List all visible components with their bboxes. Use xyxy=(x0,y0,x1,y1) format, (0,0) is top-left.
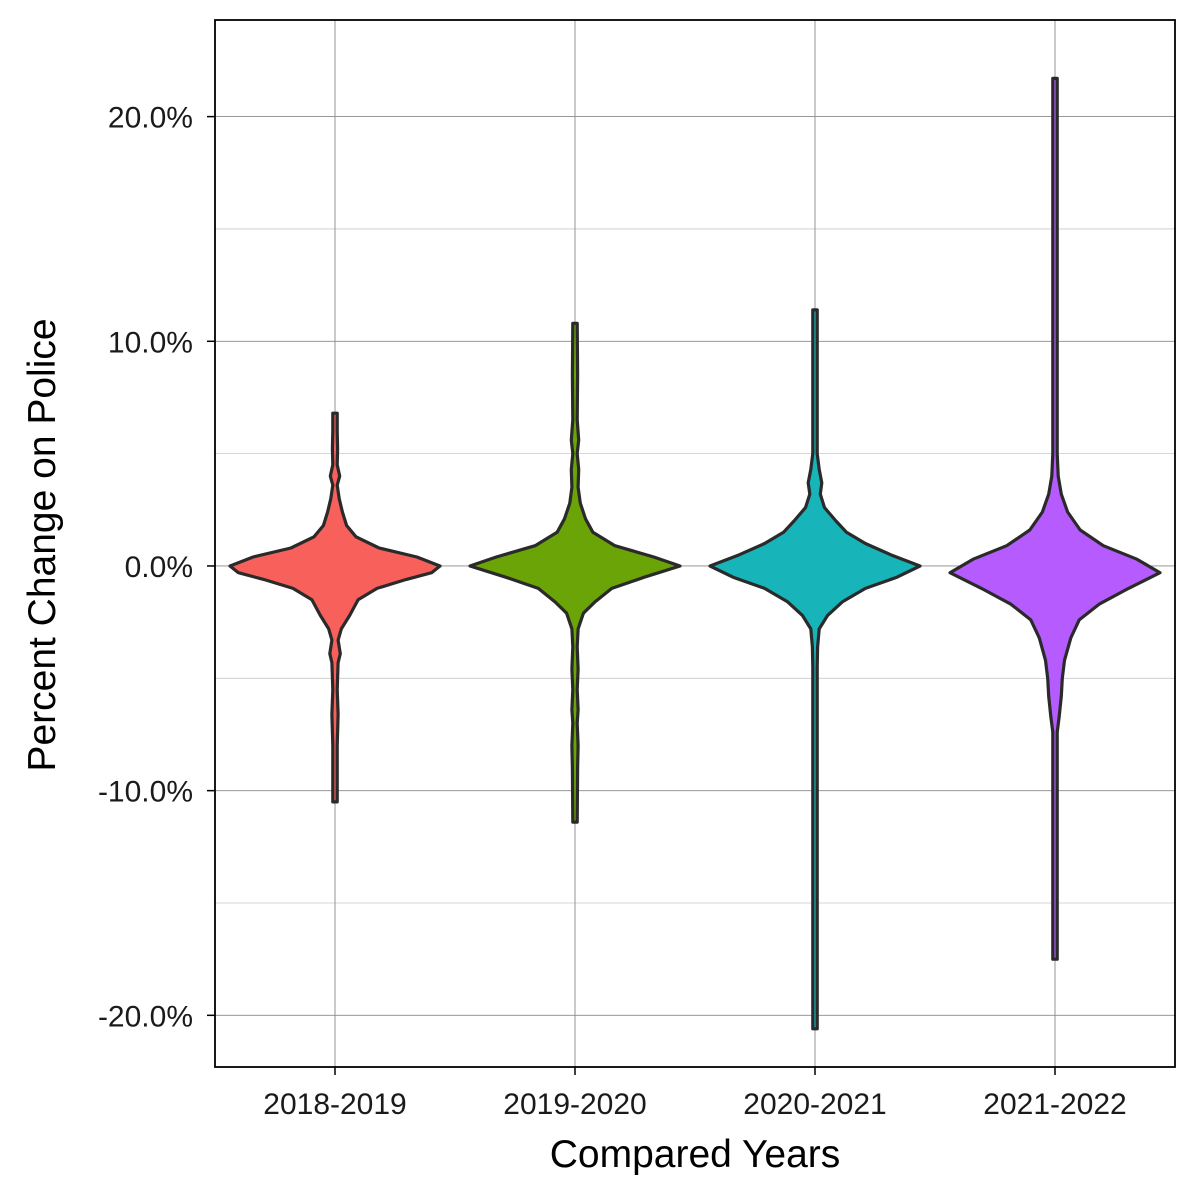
x-tick-label: 2020-2021 xyxy=(743,1088,886,1121)
violin-2021-2022 xyxy=(948,76,1162,961)
axes: -20.0% -10.0% 0.0% 10.0% 20.0% 2018-2019 2019-… xyxy=(98,102,1127,1121)
violins xyxy=(228,76,1162,1031)
plot-panel-border xyxy=(214,19,1176,1068)
y-tick-label: 0.0% xyxy=(125,551,193,584)
x-tick-label: 2019-2020 xyxy=(503,1088,646,1121)
x-axis-title: Compared Years xyxy=(550,1133,841,1176)
x-tick-label: 2018-2019 xyxy=(263,1088,406,1121)
y-tick-label: 20.0% xyxy=(108,102,193,135)
y-tick-label: 10.0% xyxy=(108,326,193,359)
violin-2018-2019 xyxy=(228,411,442,804)
y-tick-label: -10.0% xyxy=(98,776,193,809)
violin-2019-2020 xyxy=(468,321,682,824)
violin-2020-2021 xyxy=(708,308,922,1031)
y-axis-title: Percent Change on Police xyxy=(21,318,64,771)
y-tick-label: -20.0% xyxy=(98,1000,193,1033)
x-tick-label: 2021-2022 xyxy=(983,1088,1126,1121)
